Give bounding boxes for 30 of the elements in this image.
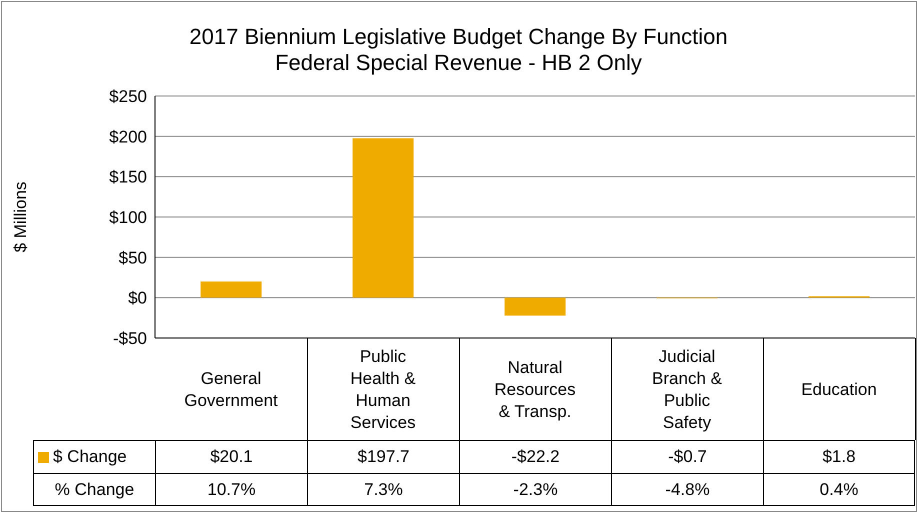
y-tick-label: $200	[109, 127, 147, 146]
x-tick-label: Education	[801, 380, 877, 399]
y-tick-label: -$50	[112, 329, 147, 348]
y-tick-label: $150	[109, 168, 147, 187]
text: 0.4%	[763, 473, 915, 506]
legend-label: $ Change	[53, 447, 127, 467]
data-label: -$0.7	[611, 440, 763, 473]
x-tick-label: Natural Resources & Transp.	[494, 358, 576, 421]
text: 10.7%	[155, 473, 307, 506]
y-tick-label: $100	[109, 208, 147, 228]
x-tick-label: Judicial Branch & Public Safety	[652, 347, 723, 432]
bar	[504, 298, 566, 316]
chart-subtitle: Federal Special Revenue - HB 2 Only	[274, 50, 643, 76]
x-tick-label: General Government	[184, 369, 278, 410]
text: 7.3%	[307, 473, 459, 506]
y-axis-title: $ Millions	[11, 182, 30, 252]
bar	[352, 138, 414, 298]
data-label: $197.7	[307, 440, 459, 473]
text: -2.3%	[459, 473, 611, 506]
y-tick-label: $250	[109, 87, 147, 106]
y-tick-label: $50	[118, 248, 147, 268]
data-label: -$22.2	[459, 440, 611, 473]
text: % Change	[33, 473, 155, 506]
text: -4.8%	[611, 473, 763, 506]
x-tick-label: Public Health & Human Services	[350, 347, 416, 432]
data-label: $20.1	[155, 440, 307, 473]
y-tick-label: $0	[128, 288, 147, 308]
bar	[200, 281, 262, 298]
chart-title: 2017 Biennium Legislative Budget Change By Function	[188, 24, 729, 50]
data-label: $1.8	[763, 440, 915, 473]
